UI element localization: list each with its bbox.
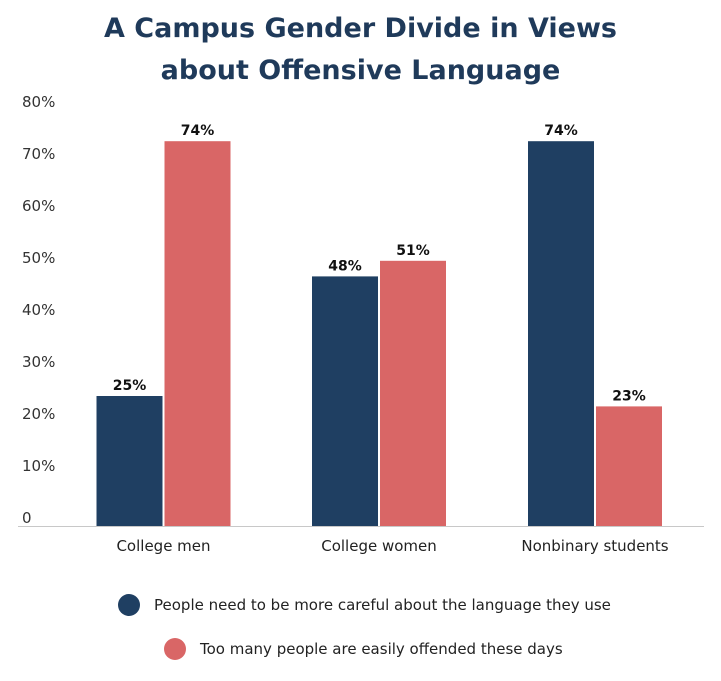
y-tick-label: 10% [22,457,55,475]
bar [528,141,594,526]
legend-item-careful: People need to be more careful about the… [118,593,611,617]
data-label: 74% [181,123,215,139]
bar [312,276,378,526]
legend-item-offended: Too many people are easily offended thes… [164,637,611,661]
legend: People need to be more careful about the… [118,593,611,681]
data-label: 51% [396,243,430,259]
y-tick-label: 0 [22,509,32,527]
y-tick-label: 70% [22,145,55,163]
legend-swatch-careful [118,594,140,616]
bar [380,260,446,526]
x-category-label: Nonbinary students [521,537,668,555]
y-tick-label: 50% [22,249,55,267]
y-tick-label: 60% [22,197,55,215]
bar [596,406,662,526]
y-tick-label: 20% [22,405,55,423]
data-label: 48% [328,258,362,274]
data-label: 74% [544,123,578,139]
legend-label-careful: People need to be more careful about the… [154,596,611,614]
bar [96,396,163,526]
legend-label-offended: Too many people are easily offended thes… [200,640,563,658]
y-tick-label: 30% [22,353,55,371]
data-label: 23% [612,388,646,404]
chart-title: A Campus Gender Divide in Views about Of… [104,13,617,86]
x-category-label: College men [116,537,210,555]
y-tick-label: 40% [22,301,55,319]
bar [164,141,231,526]
data-label: 25% [113,378,147,394]
legend-swatch-offended [164,638,186,660]
x-category-label: College women [321,537,437,555]
y-tick-label: 80% [22,93,55,111]
